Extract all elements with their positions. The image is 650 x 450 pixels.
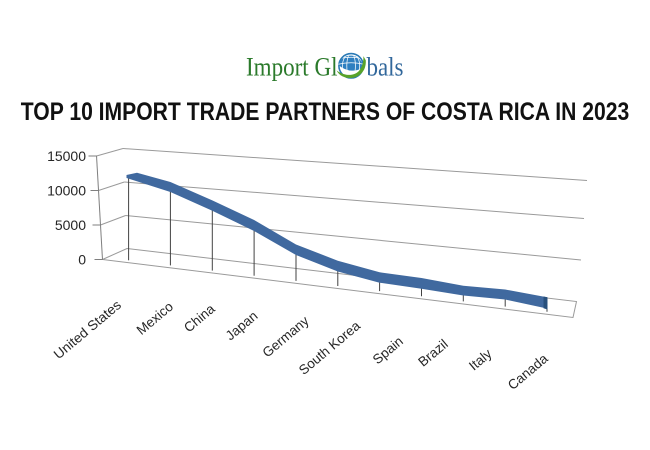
svg-text:Import Gl: Import Gl — [246, 51, 338, 81]
svg-text:United States: United States — [51, 297, 124, 362]
svg-text:Italy: Italy — [466, 346, 495, 374]
svg-text:Canada: Canada — [505, 351, 551, 393]
svg-text:Brazil: Brazil — [415, 336, 451, 369]
svg-text:China: China — [181, 301, 218, 335]
svg-text:Japan: Japan — [223, 308, 261, 343]
svg-text:Germany: Germany — [260, 313, 312, 360]
svg-text:0: 0 — [78, 252, 86, 268]
svg-text:bals: bals — [367, 51, 404, 81]
svg-text:Mexico: Mexico — [134, 299, 176, 338]
svg-text:5000: 5000 — [55, 217, 86, 233]
svg-text:15000: 15000 — [47, 148, 86, 164]
svg-text:Spain: Spain — [370, 334, 406, 368]
svg-text:10000: 10000 — [47, 183, 86, 199]
